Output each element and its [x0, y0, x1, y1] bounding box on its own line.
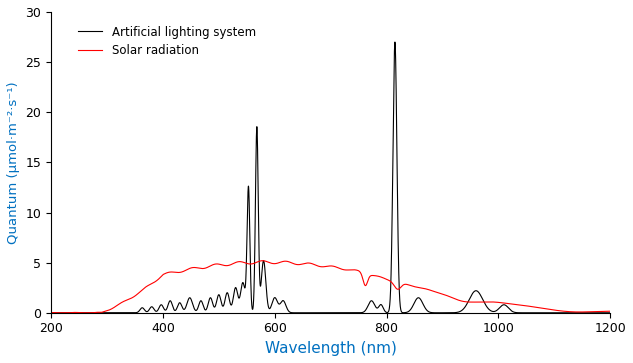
Artificial lighting system: [462, 304, 470, 308]
Artificial lighting system: [403, 310, 410, 315]
Artificial lighting system: [47, 311, 55, 315]
Artificial lighting system: [606, 311, 614, 315]
Solar radiation: [492, 300, 499, 304]
Solar radiation: [54, 311, 61, 315]
Y-axis label: Quantum (μmol·m⁻²·s⁻¹): Quantum (μmol·m⁻²·s⁻¹): [7, 81, 20, 244]
Line: Solar radiation: Solar radiation: [51, 261, 610, 313]
Solar radiation: [75, 310, 83, 315]
Solar radiation: [403, 282, 410, 286]
Artificial lighting system: [391, 40, 399, 44]
Solar radiation: [379, 275, 386, 280]
Artificial lighting system: [75, 311, 83, 315]
X-axis label: Wavelength (nm): Wavelength (nm): [265, 341, 397, 356]
Artificial lighting system: [378, 303, 385, 307]
Line: Artificial lighting system: Artificial lighting system: [51, 42, 610, 313]
Solar radiation: [47, 310, 55, 315]
Solar radiation: [250, 261, 258, 266]
Solar radiation: [259, 258, 266, 263]
Artificial lighting system: [249, 299, 257, 304]
Solar radiation: [606, 309, 614, 313]
Artificial lighting system: [492, 309, 499, 313]
Solar radiation: [462, 299, 470, 304]
Legend: Artificial lighting system, Solar radiation: Artificial lighting system, Solar radiat…: [74, 21, 260, 62]
